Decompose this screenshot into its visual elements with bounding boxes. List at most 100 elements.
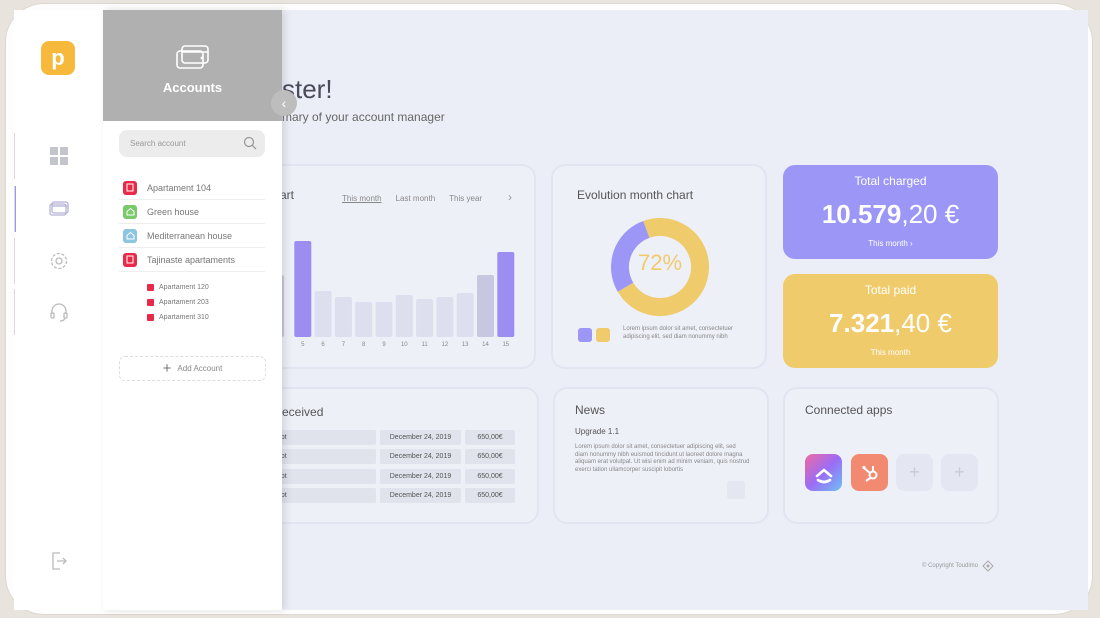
total-paid-int: 7.321 — [829, 308, 895, 338]
donut-legend-text: Lorem ipsum dolor sit amet, consectetuer… — [623, 326, 734, 340]
rail-item-support[interactable] — [14, 289, 103, 335]
accounts-panel-title: Accounts — [162, 80, 223, 95]
donut-chart-title: Evolution month chart — [577, 188, 694, 202]
add-account-label: Add Account — [177, 364, 223, 373]
total-charged-card: Total charged 10.579,20 € This month › — [783, 165, 998, 259]
account-item[interactable]: Tajinaste apartaments — [119, 248, 265, 272]
brand-mark-icon — [982, 560, 994, 572]
add-app-icon[interactable]: + — [896, 454, 933, 491]
bar — [436, 297, 454, 337]
x-tick-label: 5 — [301, 342, 305, 348]
received-row[interactable]: ept December 24, 2019 650,00€ — [270, 430, 515, 445]
bar-chart-card: art This month Last month This year › 5 6… — [270, 164, 536, 369]
account-label: Apartament 104 — [147, 182, 212, 193]
bar — [395, 295, 413, 337]
news-body: Lorem ipsum dolor sit amet, consectetuer… — [575, 444, 750, 473]
received-concept: ept — [270, 469, 376, 484]
account-list: Apartament 104 Green house Mediterranean… — [119, 176, 265, 272]
logout-icon[interactable] — [49, 550, 69, 572]
sub-account-label: Apartament 120 — [159, 284, 209, 291]
sub-account-item[interactable]: Apartament 120 — [147, 280, 257, 295]
total-charged-dec: ,20 € — [901, 199, 960, 229]
bullet-icon — [147, 314, 154, 321]
account-item[interactable]: Green house — [119, 200, 265, 224]
x-tick-label: 7 — [342, 342, 346, 348]
rail-item-accounts[interactable] — [14, 186, 103, 232]
received-date: December 24, 2019 — [380, 449, 461, 464]
legend-swatch-purple — [578, 328, 592, 342]
add-account-button[interactable]: + Add Account — [119, 356, 266, 381]
x-tick-label: 11 — [421, 342, 428, 348]
x-tick-label: 10 — [401, 342, 408, 348]
total-charged-period[interactable]: This month › — [868, 239, 913, 248]
add-app-icon[interactable]: + — [941, 454, 978, 491]
account-label: Mediterranean house — [147, 230, 233, 241]
total-paid-value: 7.321,40 € — [783, 308, 998, 339]
accounts-panel: Accounts Apartament 104 Green house Medi… — [103, 10, 282, 610]
building-icon — [123, 252, 137, 267]
accounts-panel-header: Accounts — [103, 10, 282, 121]
clickup-icon[interactable] — [805, 454, 842, 491]
received-concept: ept — [270, 449, 376, 464]
house-icon — [123, 228, 137, 243]
donut-slice — [611, 218, 709, 316]
collapse-panel-button[interactable]: ‹ — [271, 90, 297, 116]
received-amount: 650,00€ — [465, 430, 515, 445]
account-label: Green house — [147, 206, 200, 217]
account-item[interactable]: Mediterranean house — [119, 224, 265, 248]
total-paid-card: Total paid 7.321,40 € This month — [783, 274, 998, 368]
sub-account-list: Apartament 120 Apartament 203 Apartament… — [147, 280, 257, 325]
bar — [314, 291, 332, 337]
received-title: eceived — [282, 405, 324, 419]
icon-rail: p — [14, 10, 103, 610]
received-date: December 24, 2019 — [380, 488, 461, 503]
search-box — [119, 130, 265, 157]
sub-account-item[interactable]: Apartament 310 — [147, 310, 257, 325]
received-row[interactable]: ept December 24, 2019 650,00€ — [270, 469, 515, 484]
received-date: December 24, 2019 — [380, 469, 461, 484]
received-date: December 24, 2019 — [380, 430, 461, 445]
rail-item-settings[interactable] — [14, 238, 103, 284]
rail-item-dashboard[interactable] — [14, 133, 103, 179]
donut-center-label: 72% — [637, 250, 683, 275]
news-more-button[interactable] — [727, 481, 745, 499]
sub-account-label: Apartament 310 — [159, 314, 209, 321]
brand-logo[interactable]: p — [41, 41, 75, 75]
total-paid-period[interactable]: This month — [870, 348, 911, 357]
tab-last-month[interactable]: Last month — [395, 194, 436, 203]
received-row[interactable]: ept December 24, 2019 650,00€ — [270, 449, 515, 464]
account-label: Tajinaste apartaments — [147, 254, 236, 265]
received-card: eceived ept December 24, 2019 650,00€ ep… — [270, 387, 539, 524]
building-icon — [123, 180, 137, 195]
search-input[interactable] — [119, 130, 229, 157]
period-tabs: This month Last month This year — [342, 194, 482, 203]
tab-this-year[interactable]: This year — [449, 194, 483, 203]
headset-icon — [49, 303, 68, 322]
received-amount: 650,00€ — [465, 469, 515, 484]
donut-chart-card: Evolution month chart 72% Lorem ipsum do… — [551, 164, 767, 369]
bar — [334, 297, 352, 337]
legend-swatch-yellow — [596, 328, 610, 342]
bar — [456, 293, 474, 337]
account-item[interactable]: Apartament 104 — [119, 176, 265, 200]
x-tick-label: 6 — [321, 342, 325, 348]
bar-chart: 5 6 7 8 9 10 11 12 13 14 15 — [274, 241, 515, 348]
bar — [477, 275, 494, 337]
news-title: News — [575, 403, 606, 417]
gear-icon — [50, 252, 67, 270]
news-card: News Upgrade 1.1 Lorem ipsum dolor sit a… — [553, 387, 769, 524]
received-row[interactable]: ept December 24, 2019 650,00€ — [270, 488, 515, 503]
connected-apps-title: Connected apps — [805, 403, 893, 417]
sub-account-item[interactable]: Apartament 203 — [147, 295, 257, 310]
received-amount: 650,00€ — [465, 449, 515, 464]
next-arrow-icon[interactable]: › — [508, 190, 512, 204]
greeting-subtitle: mary of your account manager — [282, 110, 445, 124]
house-icon — [123, 204, 137, 219]
donut-chart — [611, 218, 709, 316]
search-icon[interactable] — [243, 136, 257, 150]
tab-this-month[interactable]: This month — [342, 194, 382, 203]
hubspot-icon[interactable] — [851, 454, 888, 491]
x-tick-label: 13 — [462, 342, 469, 348]
x-tick-label: 12 — [442, 342, 449, 348]
bar — [355, 302, 373, 337]
